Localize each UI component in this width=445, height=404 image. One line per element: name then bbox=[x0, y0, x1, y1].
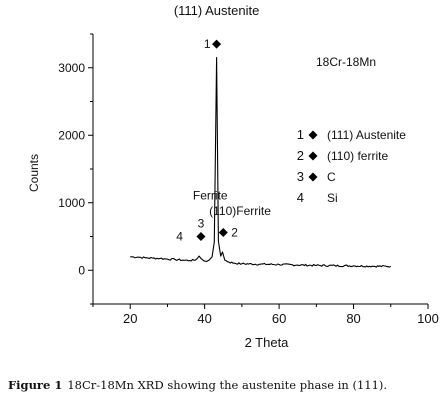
x-tick-label: 40 bbox=[197, 311, 211, 326]
peak-marker-1 bbox=[212, 39, 222, 49]
legend-number-2: 2 bbox=[297, 148, 304, 163]
y-tick-label: 2000 bbox=[58, 128, 85, 142]
legend-diamond-2 bbox=[308, 151, 318, 161]
legend-text-1: (111) Austenite bbox=[327, 128, 406, 142]
legend-number-4: 4 bbox=[297, 190, 304, 205]
y-tick-label: 3000 bbox=[58, 61, 85, 75]
x-tick-label: 60 bbox=[272, 311, 286, 326]
legend-number-3: 3 bbox=[297, 169, 304, 184]
caption-label: Figure 1 bbox=[8, 378, 63, 392]
legend-layer: 1 (111) Austenite 2 (110) ferrite 3 C 4 Si bbox=[297, 127, 406, 205]
annotation-1: Ferrite bbox=[193, 188, 228, 202]
legend-text-3: C bbox=[327, 170, 336, 184]
peak-marker-2 bbox=[218, 227, 228, 237]
x-tick-label: 80 bbox=[346, 311, 360, 326]
text-layer: (111) Austenite 18Cr-18Mn Ferrite (110)Ferr… bbox=[174, 3, 376, 218]
peak-label-1: 1 bbox=[204, 37, 211, 51]
x-tick-label: 20 bbox=[123, 311, 137, 326]
xrd-series-line bbox=[130, 57, 392, 268]
figure-caption: Figure 1 18Cr-18Mn XRD showing the austen… bbox=[8, 378, 440, 392]
peak-label-3: 3 bbox=[198, 217, 205, 231]
series-layer bbox=[130, 57, 392, 268]
peak-label-4: 4 bbox=[176, 230, 183, 244]
legend-number-1: 1 bbox=[297, 127, 304, 142]
peak-marker-3 bbox=[196, 232, 206, 241]
legend-text-4: Si bbox=[327, 191, 338, 205]
peak-label-2: 2 bbox=[231, 225, 238, 239]
marker-layer: 1 2 3 4 bbox=[176, 37, 238, 243]
y-axis-label: Counts bbox=[27, 154, 41, 192]
chart-title: (111) Austenite bbox=[174, 3, 260, 18]
legend-diamond-3 bbox=[308, 172, 318, 182]
annotation-2: (110)Ferrite bbox=[209, 204, 271, 218]
y-tick-label: 0 bbox=[78, 263, 85, 277]
legend-text-2: (110) ferrite bbox=[327, 149, 388, 163]
y-tick-label: 1000 bbox=[58, 196, 85, 210]
chart-subtitle: 18Cr-18Mn bbox=[316, 55, 376, 69]
legend-diamond-1 bbox=[308, 130, 318, 140]
x-tick-label: 100 bbox=[417, 311, 439, 326]
caption-text: 18Cr-18Mn XRD showing the austenite phas… bbox=[67, 378, 388, 392]
x-axis-label: 2 Theta bbox=[245, 335, 290, 350]
